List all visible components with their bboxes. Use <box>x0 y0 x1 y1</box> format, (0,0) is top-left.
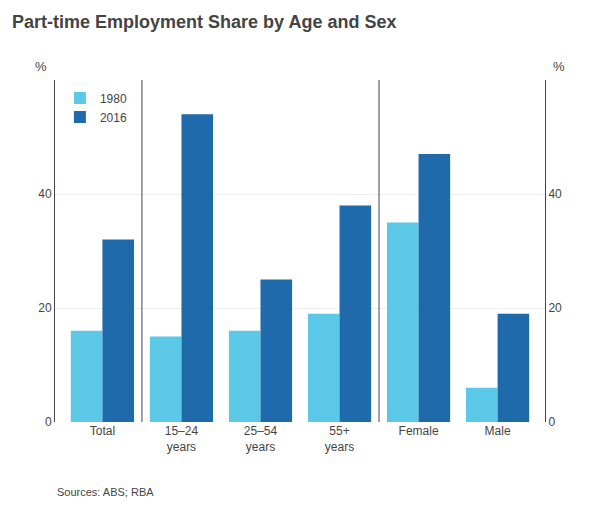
svg-text:Sources: ABS; RBA: Sources: ABS; RBA <box>57 486 154 498</box>
svg-text:%: % <box>553 59 565 74</box>
svg-text:2016: 2016 <box>100 111 127 125</box>
svg-text:0: 0 <box>45 415 52 429</box>
svg-text:20: 20 <box>38 301 52 315</box>
svg-text:1980: 1980 <box>100 92 127 106</box>
svg-text:Male: Male <box>485 424 511 438</box>
svg-text:20: 20 <box>548 301 562 315</box>
svg-text:55+years: 55+years <box>325 424 354 454</box>
svg-text:Part-time Employment Share by: Part-time Employment Share by Age and Se… <box>12 12 396 32</box>
svg-text:40: 40 <box>38 187 52 201</box>
svg-text:25–54years: 25–54years <box>244 424 278 454</box>
svg-text:15–24years: 15–24years <box>165 424 199 454</box>
svg-text:0: 0 <box>548 415 555 429</box>
svg-text:Total: Total <box>90 424 115 438</box>
svg-text:Female: Female <box>399 424 439 438</box>
svg-text:40: 40 <box>548 187 562 201</box>
svg-text:%: % <box>35 59 47 74</box>
